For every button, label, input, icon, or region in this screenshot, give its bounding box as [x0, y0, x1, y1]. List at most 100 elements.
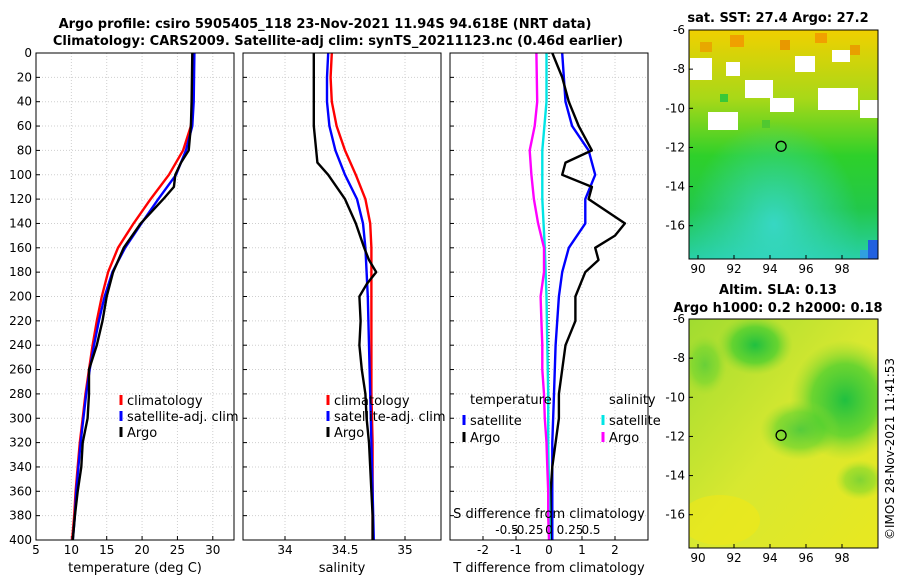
sst-map-frame: [688, 29, 879, 260]
legend-label: climatology: [127, 394, 203, 409]
x-tick-label: 0: [545, 543, 553, 557]
y-tick-label: 80: [17, 143, 32, 157]
sst-map-image: [689, 30, 878, 259]
salinity-panel: 34 34.5 35 salinity climatologysatellite-adj…: [242, 52, 446, 576]
imos-timestamp: ©IMOS 28-Nov-2021 11:41:53: [883, 358, 897, 540]
map-y-tick-label: -14: [665, 180, 685, 194]
temperature-panel: 0 20 40 60 80 100 120 140 160 180 200 220 240 260 280 3…: [9, 46, 239, 576]
sla-argo-position-marker: [775, 429, 787, 441]
x-tick-label: 30: [205, 543, 220, 557]
y-tick-label: 40: [17, 95, 32, 109]
legend-label: climatology: [334, 394, 410, 409]
series-line-satellite: [541, 53, 551, 541]
legend-label: satellite: [470, 414, 522, 429]
series-line-argo: [528, 52, 551, 541]
y-tick-label: 300: [9, 411, 32, 425]
legend-title-temperature: temperature: [470, 393, 552, 408]
y-tick-label: 60: [17, 119, 32, 133]
legend-label: Argo: [127, 426, 157, 441]
x-tick-label: 2: [611, 543, 619, 557]
y-tick-label: 180: [9, 265, 32, 279]
secondary-x-tick-label: 0: [545, 523, 553, 537]
map-y-tick-label: -8: [673, 351, 685, 365]
series-line-satellite-adj-clim: [71, 52, 196, 541]
y-tick-label: 280: [9, 387, 32, 401]
y-tick-label: 400: [9, 533, 32, 547]
map-x-tick-label: 98: [834, 262, 849, 276]
series-line-argo: [71, 52, 194, 541]
legend-title-salinity: salinity: [609, 393, 656, 408]
x-tick-label: -1: [510, 543, 522, 557]
series-line-satellite-adj-clim: [325, 52, 375, 541]
sla-map-subtitle: Argo h1000: 0.2 h2000: 0.18: [673, 301, 882, 316]
map-x-tick-label: 96: [798, 551, 813, 565]
sla-map-image: [689, 319, 878, 548]
secondary-x-tick-label: -0.5: [495, 523, 518, 537]
y-tick-label: 320: [9, 436, 32, 450]
x-tick-label: 25: [170, 543, 185, 557]
series-line-satellite: [551, 52, 597, 540]
y-tick-label: 100: [9, 168, 32, 182]
sla-map-frame: [688, 318, 879, 549]
map-y-tick-label: -12: [665, 140, 685, 154]
map-y-tick-label: -10: [665, 101, 685, 115]
legend-label: satellite-adj. clim: [127, 410, 239, 425]
x-axis-label: T difference from climatology: [452, 561, 645, 576]
map-y-tick-label: -8: [673, 62, 685, 76]
secondary-x-tick-label: 0.25: [557, 523, 584, 537]
x-tick-label: 15: [99, 543, 114, 557]
x-axis-label: salinity: [319, 561, 366, 576]
secondary-x-axis-label: S difference from climatology: [453, 507, 645, 522]
secondary-x-tick-label: 0.5: [581, 523, 600, 537]
map-x-tick-label: 92: [726, 262, 741, 276]
secondary-x-tick-label: -0.25: [512, 523, 543, 537]
map-y-tick-label: -6: [673, 312, 685, 326]
sst-argo-position-marker: [775, 140, 787, 152]
map-y-tick-label: -14: [665, 469, 685, 483]
map-y-tick-label: -6: [673, 23, 685, 37]
y-tick-label: 140: [9, 216, 32, 230]
legend-label: Argo: [334, 426, 364, 441]
x-tick-label: 35: [397, 543, 412, 557]
title-line-2: Climatology: CARS2009. Satellite-adj cli…: [53, 34, 623, 49]
legend-label: satellite-adj. clim: [334, 410, 446, 425]
title-line-1: Argo profile: csiro 5905405_118 23-Nov-2…: [59, 17, 592, 32]
plot-frame: [35, 52, 235, 541]
sla-map-title: Altim. SLA: 0.13: [719, 283, 837, 298]
y-tick-label: 240: [9, 338, 32, 352]
map-x-tick-label: 96: [798, 262, 813, 276]
legend-label: Argo: [609, 431, 639, 446]
x-tick-label: 10: [64, 543, 79, 557]
legend-label: satellite: [609, 414, 661, 429]
y-tick-label: 380: [9, 509, 32, 523]
map-y-tick-label: -16: [665, 219, 685, 233]
legend-label: Argo: [470, 431, 500, 446]
map-x-tick-label: 98: [834, 551, 849, 565]
x-tick-label: 34.5: [332, 543, 359, 557]
map-x-tick-label: 94: [762, 262, 777, 276]
map-x-tick-label: 94: [762, 551, 777, 565]
x-tick-label: -2: [477, 543, 489, 557]
x-tick-label: 1: [578, 543, 586, 557]
difference-panel: -2 -1 0 1 2 T difference from climatology temp…: [449, 52, 661, 576]
y-tick-label: 120: [9, 192, 32, 206]
x-tick-label: 5: [32, 543, 40, 557]
plot-frame: [242, 52, 442, 541]
x-tick-label: 20: [134, 543, 149, 557]
y-tick-label: 220: [9, 314, 32, 328]
y-tick-label: 260: [9, 363, 32, 377]
y-tick-label: 200: [9, 290, 32, 304]
sst-map-axes: 90 92 94 96 98 -6 -8 -10 -12 -14 -16: [665, 23, 849, 276]
y-tick-label: 0: [24, 46, 32, 60]
map-y-tick-label: -16: [665, 508, 685, 522]
y-tick-label: 20: [17, 70, 32, 84]
series-line-argo: [549, 52, 627, 540]
x-axis-label: temperature (deg C): [68, 561, 202, 576]
map-y-tick-label: -10: [665, 390, 685, 404]
y-tick-label: 360: [9, 484, 32, 498]
sst-map-title: sat. SST: 27.4 Argo: 27.2: [687, 11, 868, 26]
map-x-tick-label: 90: [690, 262, 705, 276]
map-x-tick-label: 90: [690, 551, 705, 565]
map-y-tick-label: -12: [665, 429, 685, 443]
